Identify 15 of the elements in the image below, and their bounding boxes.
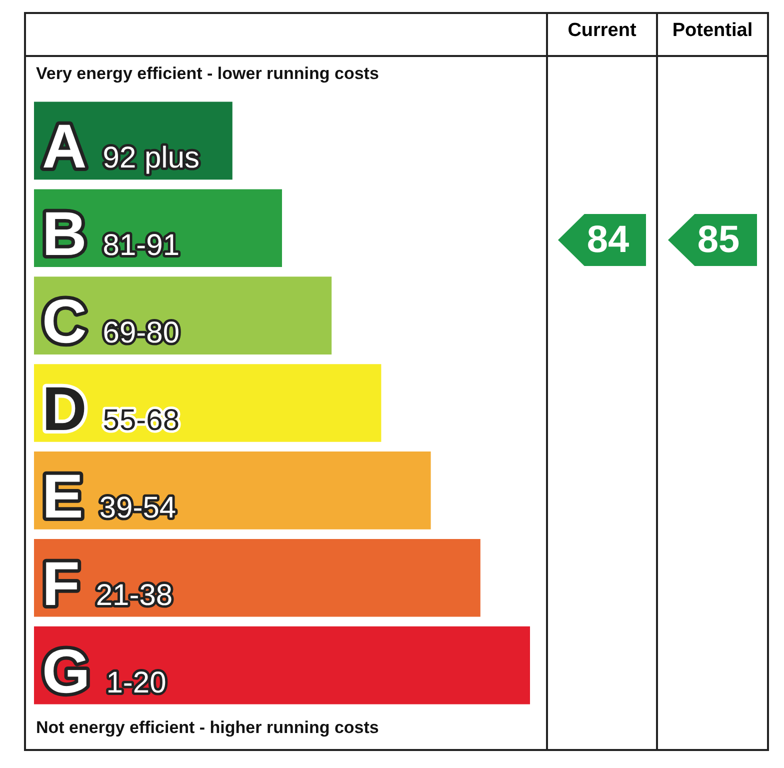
text: Potential — [671, 20, 754, 42]
y-tick-label: D 55-68 — [42, 375, 180, 444]
arrow-tag: 84 — [558, 214, 646, 266]
y-tick-label: G 1-20 — [42, 637, 166, 706]
text: Current — [566, 20, 638, 42]
text: Very energy efficient - lower running costs — [36, 64, 379, 84]
y-tick-label: C 69-80 — [42, 288, 180, 357]
arrow-tag: 85 — [668, 214, 757, 266]
bar — [34, 626, 530, 704]
text: Not energy efficient - higher running costs — [36, 718, 379, 738]
y-tick-label: B 81-91 — [42, 200, 180, 270]
y-tick-label: A 92 plus — [42, 112, 200, 182]
y-tick-label: F 21-38 — [42, 550, 173, 619]
y-tick-label: E 39-54 — [42, 462, 176, 532]
bar — [34, 538, 480, 617]
